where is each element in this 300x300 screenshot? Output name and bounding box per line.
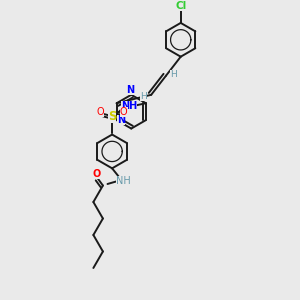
Text: H: H [170,70,177,79]
Text: N: N [117,115,125,125]
Text: NH: NH [116,176,131,186]
Text: O: O [120,107,127,117]
Text: O: O [92,169,100,179]
Text: S: S [108,110,116,123]
Text: O: O [97,107,104,117]
Text: NH: NH [121,101,137,111]
Text: Cl: Cl [175,1,186,11]
Text: H: H [140,92,147,100]
Text: N: N [126,85,134,95]
